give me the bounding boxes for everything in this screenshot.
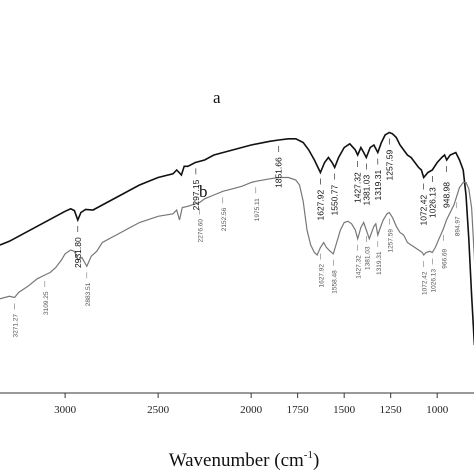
x-tick-label: 1250	[380, 404, 403, 416]
peak-label-b: 1026.13	[430, 269, 437, 293]
x-tick-label: 2500	[147, 404, 170, 416]
series-line-b	[0, 176, 474, 300]
peak-label-b: 2276.60	[198, 219, 205, 243]
peak-label-a: 1319.31	[373, 170, 383, 201]
peak-label-b: 894.97	[455, 216, 462, 236]
x-axis: 3000250020001750150012501000750	[0, 392, 474, 416]
series-letters: ab	[199, 88, 221, 201]
x-tick-label: 2000	[240, 404, 263, 416]
x-ticks: 3000250020001750150012501000750	[54, 393, 449, 416]
peak-labels: 2931.80 2297.15 1851.66 1627.92 1550.77 1427.…	[13, 138, 462, 338]
peak-label-a: 2297.15	[191, 179, 201, 210]
peak-label-a: 1851.66	[274, 157, 284, 188]
x-axis-title-close: )	[313, 450, 319, 471]
peak-label-b: 3271.27	[13, 314, 20, 338]
peak-label-b: 1257.59	[387, 229, 394, 253]
x-axis-title-text: Wavenumber (cm	[169, 450, 304, 471]
peak-label-b: 3109.25	[43, 291, 50, 315]
x-tick-label: 1750	[287, 404, 310, 416]
peak-label-a: 1627.92	[315, 190, 325, 221]
peak-label-b: 2152.56	[221, 207, 228, 231]
peak-label-a: 2931.80	[73, 237, 83, 268]
peak-label-a: 1072.42	[419, 195, 429, 226]
peak-label-a: 1026.13	[427, 187, 437, 218]
peak-label-a: 1550.77	[330, 185, 340, 216]
x-axis-title-superscript: -1	[304, 449, 313, 461]
x-tick-label: 1000	[426, 404, 449, 416]
peak-label-b: 1558.48	[331, 270, 338, 294]
peak-label-b: 2883.51	[85, 282, 92, 306]
x-tick-label: 3000	[54, 404, 77, 416]
series-name-a: a	[213, 88, 221, 107]
peak-label-a: 1427.32	[353, 172, 363, 203]
peak-label-b: 966.69	[441, 248, 448, 268]
x-tick-label: 1500	[333, 404, 356, 416]
x-axis-title: Wavenumber (cm-1)	[169, 449, 320, 471]
series-name-b: b	[199, 182, 208, 201]
peak-label-b: 1975.11	[254, 198, 261, 221]
series-line-a	[0, 131, 474, 346]
peak-label-b: 1072.42	[422, 271, 429, 295]
peak-label-b: 1319.31	[376, 251, 383, 275]
peak-label-b: 1427.32	[356, 255, 363, 279]
peak-label-a: 948.98	[442, 182, 452, 208]
spectra	[0, 131, 474, 346]
peak-label-a: 1257.59	[384, 150, 394, 181]
peak-label-b: 1627.92	[318, 264, 325, 288]
peak-label-b: 1381.03	[364, 246, 371, 270]
peak-label-a: 1381.03	[361, 175, 371, 206]
